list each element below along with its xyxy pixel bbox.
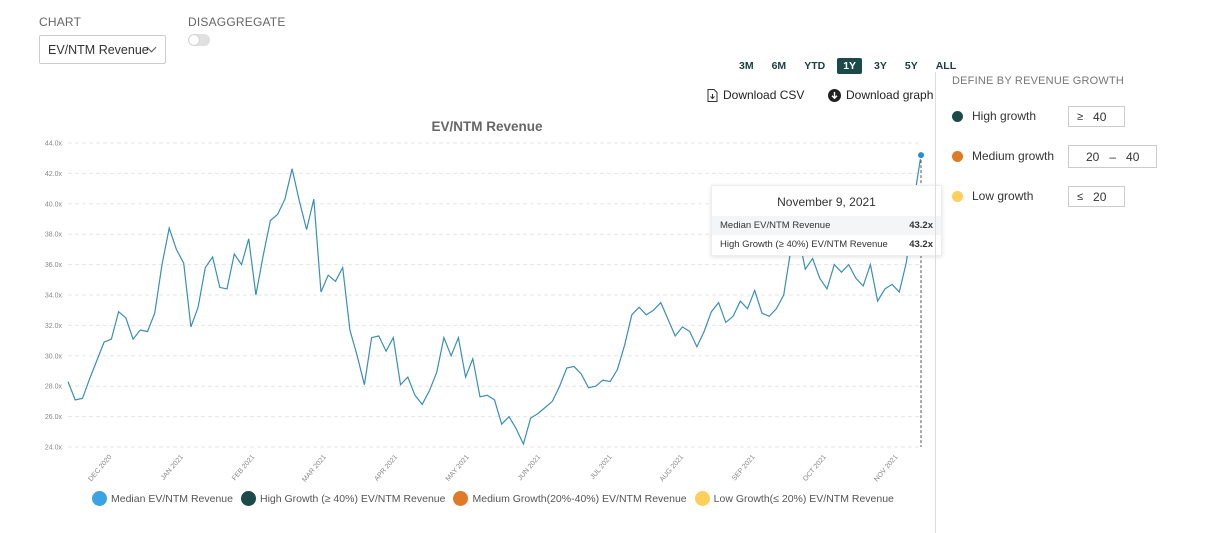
low-growth-dot — [952, 190, 963, 202]
x-tick-label: OCT 2021 — [802, 454, 828, 483]
legend-item[interactable]: Low Growth(≤ 20%) EV/NTM Revenue — [694, 491, 894, 506]
medium-growth-low-value: 20 — [1086, 149, 1100, 164]
x-tick-label: SEP 2021 — [731, 454, 757, 483]
x-tick-label: JAN 2021 — [160, 454, 185, 482]
x-tick-label: NOV 2021 — [873, 454, 899, 484]
lte-symbol: ≤ — [1077, 190, 1084, 203]
define-title: DEFINE BY REVENUE GROWTH — [952, 75, 1125, 87]
hover-point-marker — [917, 151, 925, 160]
y-tick-label: 44.0x — [45, 141, 63, 148]
range-button-ytd[interactable]: YTD — [804, 60, 826, 72]
y-tick-label: 36.0x — [45, 262, 63, 269]
toggle-knob — [189, 35, 199, 45]
legend-item[interactable]: Median EV/NTM Revenue — [92, 491, 233, 506]
x-tick-label: MAY 2021 — [445, 454, 471, 483]
y-tick-label: 30.0x — [45, 353, 63, 360]
medium-growth-row: Medium growth — [952, 149, 1054, 163]
y-tick-label: 40.0x — [45, 201, 63, 208]
tooltip-row-value: 43.2x — [909, 220, 933, 231]
panel-divider — [935, 72, 936, 533]
high-growth-input[interactable]: ≥ 40 — [1068, 106, 1125, 127]
legend-label: Median EV/NTM Revenue — [111, 492, 233, 505]
high-growth-dot — [952, 110, 963, 122]
high-growth-value: 40 — [1093, 109, 1107, 124]
range-button-3m[interactable]: 3M — [739, 60, 754, 72]
series-group — [67, 151, 925, 447]
low-growth-value: 20 — [1093, 189, 1107, 204]
range-button-1y[interactable]: 1Y — [837, 58, 863, 74]
high-growth-label: High growth — [972, 109, 1037, 123]
legend-label: Medium Growth(20%-40%) EV/NTM Revenue — [472, 492, 687, 505]
legend-label: Low Growth(≤ 20%) EV/NTM Revenue — [713, 492, 894, 505]
x-tick-label: APR 2021 — [373, 454, 399, 483]
legend-swatch — [240, 491, 256, 506]
x-tick-label: MAR 2021 — [301, 454, 328, 484]
range-button-5y[interactable]: 5Y — [904, 60, 918, 72]
chart-select-value: EV/NTM Revenue — [48, 42, 149, 57]
low-growth-row: Low growth — [952, 189, 1033, 203]
download-graph-link[interactable]: Download graph — [828, 88, 933, 102]
download-csv-label: Download CSV — [723, 88, 805, 102]
chart-label: CHART — [39, 15, 82, 29]
y-tick-label: 38.0x — [45, 232, 63, 239]
low-growth-label: Low growth — [972, 189, 1034, 203]
range-button-3y[interactable]: 3Y — [874, 60, 887, 72]
range-selector: 3M 6M YTD 1Y 3Y 5Y ALL — [733, 58, 968, 74]
tooltip-row: Median EV/NTM Revenue 43.2x — [712, 216, 941, 235]
high-growth-row: High growth — [952, 109, 1036, 123]
range-button-6m[interactable]: 6M — [771, 60, 787, 72]
x-tick-label: JUL 2021 — [589, 454, 614, 481]
medium-growth-high-value: 40 — [1126, 149, 1140, 164]
x-axis: DEC 2020 JAN 2021 FEB 2021 MAR 2021 APR 2021… — [87, 454, 899, 484]
tooltip-row: High Growth (≥ 40%) EV/NTM Revenue 43.2x — [712, 235, 941, 254]
low-growth-input[interactable]: ≤ 20 — [1068, 186, 1125, 207]
x-tick-label: AUG 2021 — [659, 454, 685, 484]
chart-legend: Median EV/NTM Revenue High Growth (≥ 40%)… — [92, 491, 902, 506]
gte-symbol: ≥ — [1077, 110, 1084, 123]
y-tick-label: 42.0x — [45, 171, 63, 178]
medium-growth-label: Medium growth — [972, 149, 1055, 163]
chart-tooltip: November 9, 2021 Median EV/NTM Revenue 4… — [711, 185, 942, 256]
legend-label: High Growth (≥ 40%) EV/NTM Revenue — [259, 492, 446, 505]
legend-swatch — [92, 491, 107, 506]
range-dash: – — [1109, 149, 1117, 164]
disaggregate-label: DISAGGREGATE — [188, 15, 286, 29]
range-button-all[interactable]: ALL — [935, 60, 957, 72]
x-tick-label: FEB 2021 — [231, 454, 256, 482]
medium-growth-dot — [952, 150, 963, 162]
medium-growth-input[interactable]: 20 – 40 — [1068, 145, 1157, 168]
legend-swatch — [453, 491, 469, 506]
download-csv-link[interactable]: Download CSV — [707, 88, 804, 102]
chart-title: EV/NTM Revenue — [431, 119, 543, 134]
chart-select[interactable]: EV/NTM Revenue — [39, 35, 166, 64]
x-tick-label: DEC 2020 — [87, 454, 113, 483]
download-circle-icon — [828, 88, 841, 102]
y-tick-label: 26.0x — [45, 414, 63, 421]
download-graph-label: Download graph — [846, 88, 934, 102]
line-chart: EV/NTM Revenue 24.0x 26.0x 28.0x 30.0x 32.0x… — [45, 119, 925, 484]
legend-item[interactable]: Medium Growth(20%-40%) EV/NTM Revenue — [453, 491, 687, 506]
tooltip-date: November 9, 2021 — [777, 195, 876, 209]
file-download-icon — [707, 88, 718, 102]
y-tick-label: 28.0x — [45, 384, 63, 391]
y-tick-label: 34.0x — [45, 293, 63, 300]
tooltip-row-value: 43.2x — [909, 239, 933, 250]
y-tick-label: 32.0x — [45, 323, 63, 330]
disaggregate-toggle[interactable] — [188, 34, 210, 46]
tooltip-row-label: Median EV/NTM Revenue — [720, 220, 831, 231]
legend-item[interactable]: High Growth (≥ 40%) EV/NTM Revenue — [240, 491, 446, 506]
x-tick-label: JUN 2021 — [517, 454, 542, 482]
series-line — [67, 155, 922, 446]
y-axis: 24.0x 26.0x 28.0x 30.0x 32.0x 34.0x 36.0x 38.0x… — [45, 141, 63, 452]
legend-swatch — [694, 491, 710, 506]
tooltip-row-label: High Growth (≥ 40%) EV/NTM Revenue — [720, 239, 888, 250]
y-tick-label: 24.0x — [45, 445, 63, 452]
